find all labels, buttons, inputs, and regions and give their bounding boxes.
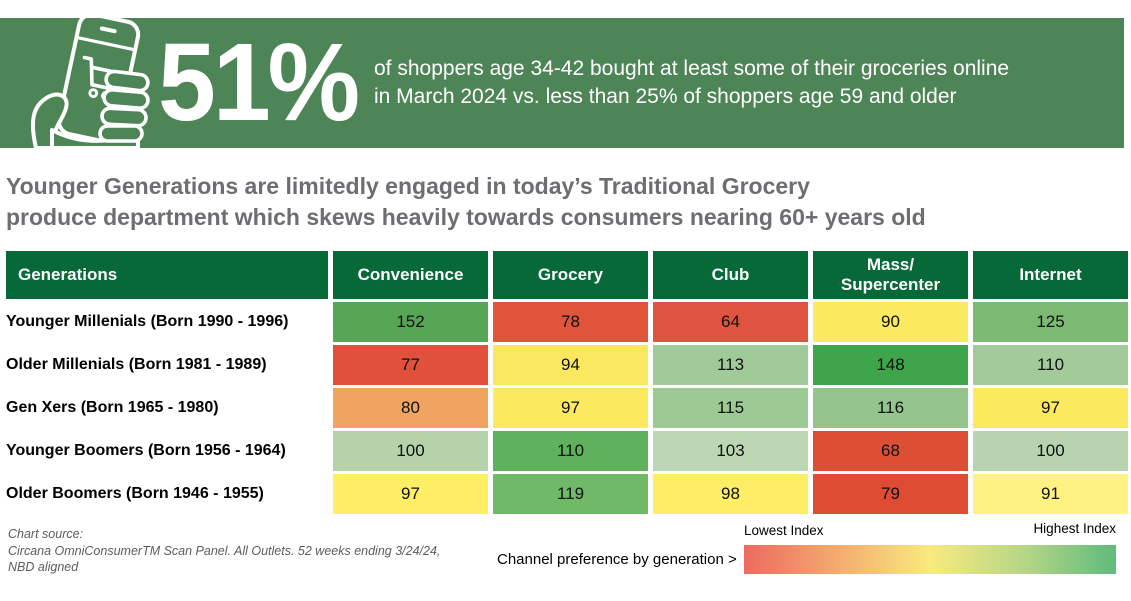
page-title: Younger Generations are limitedly engage… bbox=[6, 171, 1106, 233]
heatmap-cell: 100 bbox=[333, 431, 488, 471]
heatmap-cell: 97 bbox=[333, 474, 488, 514]
heatmap-cell: 125 bbox=[973, 302, 1128, 342]
chart-source-line1: Chart source: bbox=[8, 527, 84, 541]
stat-banner: 51% of shoppers age 34-42 bought at leas… bbox=[0, 18, 1124, 148]
heatmap-cell: 94 bbox=[493, 345, 648, 385]
heatmap-cell: 97 bbox=[973, 388, 1128, 428]
row-label: Older Millenials (Born 1981 - 1989) bbox=[6, 345, 328, 385]
heatmap-cell: 98 bbox=[653, 474, 808, 514]
column-header: Convenience bbox=[333, 251, 488, 299]
chart-source-line3: NBD aligned bbox=[8, 560, 79, 574]
heatmap-cell: 110 bbox=[493, 431, 648, 471]
heatmap-cell: 78 bbox=[493, 302, 648, 342]
phone-shopping-cart-icon bbox=[30, 18, 150, 148]
heatmap-cell: 79 bbox=[813, 474, 968, 514]
heatmap-cell: 77 bbox=[333, 345, 488, 385]
heatmap-cell: 116 bbox=[813, 388, 968, 428]
page-title-line1: Younger Generations are limitedly engage… bbox=[6, 173, 810, 199]
row-label: Younger Millenials (Born 1990 - 1996) bbox=[6, 302, 328, 342]
column-header: Mass/ Supercenter bbox=[813, 251, 968, 299]
legend-highest-label: Highest Index bbox=[1033, 521, 1116, 536]
legend-lowest-label: Lowest Index bbox=[744, 523, 824, 538]
heatmap-cell: 97 bbox=[493, 388, 648, 428]
stat-description: of shoppers age 34-42 bought at least so… bbox=[374, 18, 1114, 148]
heatmap-cell: 68 bbox=[813, 431, 968, 471]
heatmap-cell: 148 bbox=[813, 345, 968, 385]
heatmap-cell: 119 bbox=[493, 474, 648, 514]
heatmap-cell: 152 bbox=[333, 302, 488, 342]
row-label: Younger Boomers (Born 1956 - 1964) bbox=[6, 431, 328, 471]
heatmap-cell: 80 bbox=[333, 388, 488, 428]
stat-description-line1: of shoppers age 34-42 bought at least so… bbox=[374, 57, 1010, 80]
heatmap-cell: 91 bbox=[973, 474, 1128, 514]
column-header: Grocery bbox=[493, 251, 648, 299]
legend-gradient-bar bbox=[744, 545, 1116, 574]
heatmap-cell: 100 bbox=[973, 431, 1128, 471]
heatmap-cell: 115 bbox=[653, 388, 808, 428]
heatmap-cell: 113 bbox=[653, 345, 808, 385]
row-label: Older Boomers (Born 1946 - 1955) bbox=[6, 474, 328, 514]
heatmap-cell: 103 bbox=[653, 431, 808, 471]
column-header: Internet bbox=[973, 251, 1128, 299]
heatmap-cell: 90 bbox=[813, 302, 968, 342]
column-header-generations: Generations bbox=[6, 251, 328, 299]
chart-source-line2: Circana OmniConsumerTM Scan Panel. All O… bbox=[8, 543, 441, 558]
column-header: Club bbox=[653, 251, 808, 299]
row-label: Gen Xers (Born 1965 - 1980) bbox=[6, 388, 328, 428]
page-title-line2: produce department which skews heavily t… bbox=[6, 204, 926, 230]
stat-value: 51% bbox=[158, 20, 360, 144]
stat-description-line2: in March 2024 vs. less than 25% of shopp… bbox=[374, 85, 957, 108]
heatmap-cell: 64 bbox=[653, 302, 808, 342]
heatmap-cell: 110 bbox=[973, 345, 1128, 385]
legend-caption: Channel preference by generation > bbox=[497, 551, 737, 568]
chart-source-note: Chart source: Circana OmniConsumerTM Sca… bbox=[8, 526, 478, 576]
heatmap-table: Generations Convenience Grocery Club Mass/ S… bbox=[6, 251, 1128, 514]
